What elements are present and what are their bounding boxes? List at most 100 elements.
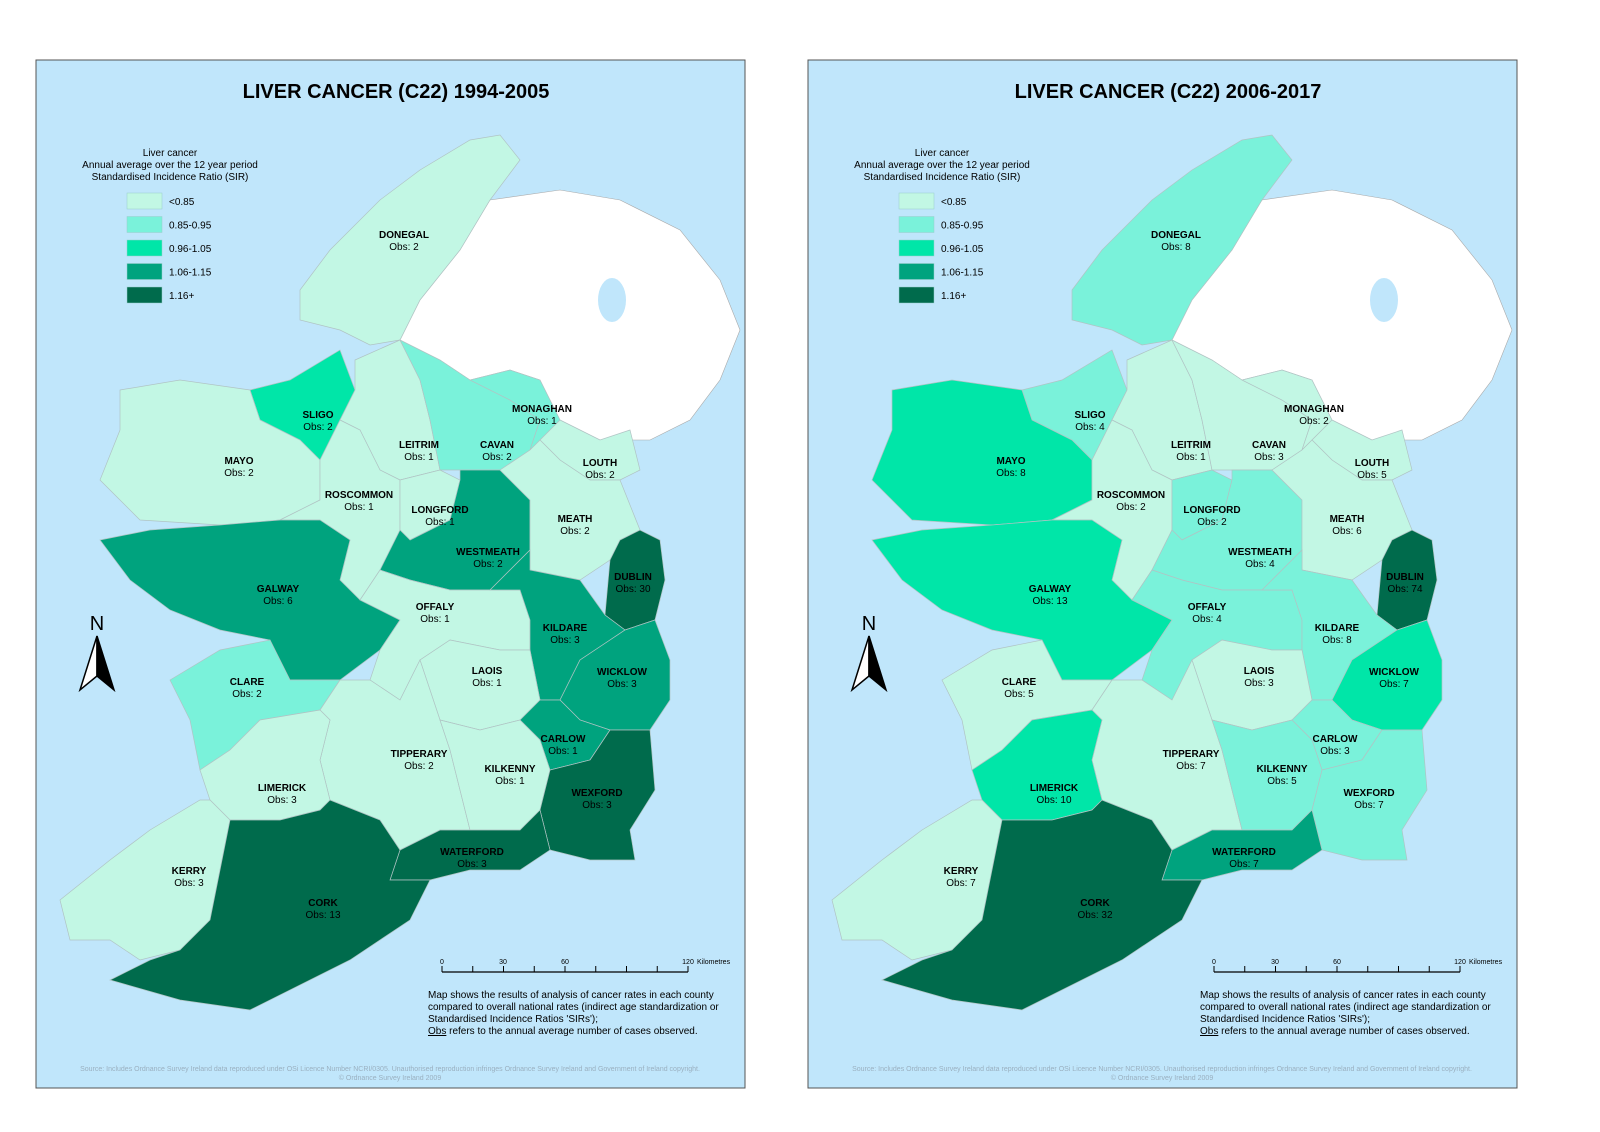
county-name-label: SLIGO (302, 410, 333, 421)
county-obs-label: Obs: 1 (425, 517, 455, 528)
county-obs-label: Obs: 5 (1357, 470, 1387, 481)
county-donegal[interactable] (299, 134, 521, 346)
copyright-text: © Ordnance Survey Ireland 2009 (1111, 1074, 1214, 1082)
county-obs-label: Obs: 2 (482, 452, 512, 463)
county-obs-label: Obs: 6 (263, 596, 293, 607)
scale-tick: 60 (561, 959, 569, 966)
county-obs-label: Obs: 3 (267, 795, 297, 806)
map-note: Standardised Incidence Ratios 'SIRs'); (1200, 1014, 1370, 1025)
county-name-label: LEITRIM (1171, 440, 1211, 451)
legend-swatch (126, 239, 163, 257)
county-name-label: OFFALY (1188, 602, 1227, 613)
county-obs-label: Obs: 10 (1036, 795, 1071, 806)
map-panel-1: LIVER CANCER (C22) 1994-2005DONEGALObs: … (35, 59, 746, 1089)
scale-tick: 120 (682, 959, 694, 966)
legend-title: Annual average over the 12 year period (854, 160, 1030, 171)
county-obs-label: Obs: 5 (1004, 689, 1034, 700)
map-title: LIVER CANCER (C22) 1994-2005 (243, 81, 550, 103)
legend-title: Liver cancer (915, 148, 970, 159)
county-obs-label: Obs: 3 (1244, 678, 1274, 689)
county-name-label: MAYO (224, 456, 253, 467)
lough-neagh (598, 278, 626, 322)
map-note: Map shows the results of analysis of can… (428, 990, 714, 1001)
scale-tick: 60 (1333, 959, 1341, 966)
county-name-label: WATERFORD (1212, 847, 1276, 858)
north-label: N (90, 613, 104, 635)
obs-word: Obs (1200, 1026, 1218, 1037)
county-name-label: MEATH (1330, 514, 1365, 525)
county-name-label: DUBLIN (1386, 572, 1424, 583)
county-name-label: DONEGAL (1151, 230, 1201, 241)
county-obs-label: Obs: 8 (1322, 635, 1352, 646)
county-name-label: KILDARE (1315, 623, 1360, 634)
county-name-label: WESTMEATH (1228, 547, 1292, 558)
legend-label: <0.85 (941, 197, 967, 208)
county-obs-label: Obs: 4 (1075, 422, 1105, 433)
county-name-label: OFFALY (416, 602, 455, 613)
county-name-label: DUBLIN (614, 572, 652, 583)
county-obs-label: Obs: 1 (420, 614, 450, 625)
scale-unit: Kilometres (697, 959, 731, 966)
legend-swatch (126, 286, 163, 304)
obs-word: Obs (428, 1026, 446, 1037)
legend-swatch (898, 239, 935, 257)
county-obs-label: Obs: 7 (1176, 761, 1206, 772)
county-obs-label: Obs: 2 (389, 242, 419, 253)
county-name-label: WATERFORD (440, 847, 504, 858)
legend-label: 0.96-1.05 (169, 244, 212, 255)
lough-neagh (1370, 278, 1398, 322)
county-obs-label: Obs: 2 (473, 559, 503, 570)
county-obs-label: Obs: 3 (607, 679, 637, 690)
north-arrow-icon: N (78, 613, 116, 693)
legend-title: Annual average over the 12 year period (82, 160, 258, 171)
county-obs-label: Obs: 2 (303, 422, 333, 433)
county-name-label: LAOIS (472, 666, 503, 677)
county-name-label: CAVAN (480, 440, 514, 451)
county-obs-label: Obs: 7 (1354, 800, 1384, 811)
county-name-label: LAOIS (1244, 666, 1275, 677)
north-label: N (862, 613, 876, 635)
county-obs-label: Obs: 2 (1197, 517, 1227, 528)
scale-tick: 120 (1454, 959, 1466, 966)
county-obs-label: Obs: 1 (527, 416, 557, 427)
map-note: compared to overall national rates (indi… (428, 1002, 719, 1013)
county-obs-label: Obs: 4 (1245, 559, 1275, 570)
county-obs-label: Obs: 2 (1116, 502, 1146, 513)
legend-swatch (126, 263, 163, 280)
obs-definition: refers to the annual average number of c… (446, 1026, 697, 1037)
county-name-label: WICKLOW (1369, 667, 1420, 678)
county-obs-label: Obs: 1 (404, 452, 434, 463)
county-name-label: LONGFORD (411, 505, 468, 516)
scale-tick: 30 (1271, 959, 1279, 966)
map-note-obs: Obs refers to the annual average number … (1200, 1026, 1470, 1037)
county-obs-label: Obs: 1 (495, 776, 525, 787)
county-name-label: KILDARE (543, 623, 588, 634)
map-note: compared to overall national rates (indi… (1200, 1002, 1491, 1013)
scale-bar: 0 30 60 120 Kilometres (440, 959, 731, 973)
legend-label: 1.16+ (169, 291, 194, 302)
county-wexford[interactable] (539, 729, 656, 861)
county-name-label: LIMERICK (258, 783, 307, 794)
county-donegal[interactable] (1071, 134, 1293, 346)
county-name-label: TIPPERARY (1163, 749, 1220, 760)
county-obs-label: Obs: 1 (344, 502, 374, 513)
county-wexford[interactable] (1311, 729, 1428, 861)
legend-title: Standardised Incidence Ratio (SIR) (92, 172, 249, 183)
county-obs-label: Obs: 30 (615, 584, 650, 595)
county-cork[interactable] (881, 799, 1203, 1011)
county-cork[interactable] (109, 799, 431, 1011)
county-name-label: WICKLOW (597, 667, 648, 678)
county-obs-label: Obs: 3 (1320, 746, 1350, 757)
legend-swatch (898, 286, 935, 304)
source-text: Source: Includes Ordnance Survey Ireland… (80, 1066, 700, 1073)
county-name-label: MEATH (558, 514, 593, 525)
legend-swatch (126, 192, 163, 210)
obs-definition: refers to the annual average number of c… (1218, 1026, 1469, 1037)
legend-title: Liver cancer (143, 148, 198, 159)
county-obs-label: Obs: 2 (224, 468, 254, 479)
scale-unit: Kilometres (1469, 959, 1503, 966)
county-name-label: WESTMEATH (456, 547, 520, 558)
legend-label: 0.85-0.95 (169, 221, 212, 232)
county-obs-label: Obs: 7 (1379, 679, 1409, 690)
